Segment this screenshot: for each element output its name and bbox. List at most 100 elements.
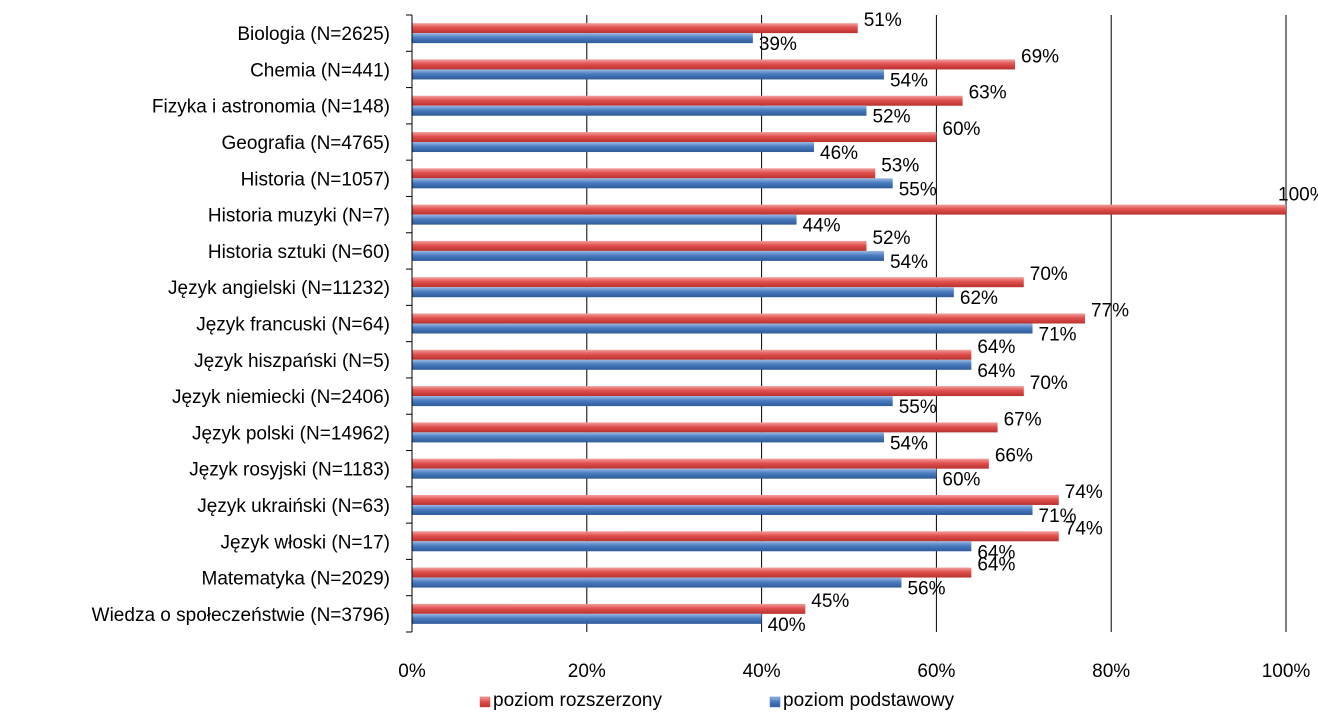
data-label: 67% <box>1004 409 1042 430</box>
bar-rozszerzony <box>412 168 876 179</box>
category-label: Język rosyjski (N=1183) <box>189 460 390 481</box>
x-tick-label: 100% <box>1262 661 1311 682</box>
category-label: Biologia (N=2625) <box>237 24 390 45</box>
legend-label: poziom podstawowy <box>783 690 955 711</box>
data-label: 64% <box>977 361 1015 382</box>
bar-rozszerzony <box>412 132 937 143</box>
data-label: 100% <box>1278 185 1318 206</box>
data-label: 56% <box>907 579 945 600</box>
data-label: 52% <box>872 228 910 249</box>
bar-rozszerzony <box>412 531 1059 542</box>
x-tick-label: 0% <box>398 661 426 682</box>
category-label: Historia sztuki (N=60) <box>208 242 390 263</box>
bar-podstawowy <box>412 432 884 443</box>
data-label: 60% <box>942 119 980 140</box>
category-label: Język ukraiński (N=63) <box>197 496 390 517</box>
bar-rozszerzony <box>412 240 867 251</box>
data-label: 46% <box>820 143 858 164</box>
legend-label: poziom rozszerzony <box>493 690 662 711</box>
data-label: 69% <box>1021 46 1059 67</box>
bars <box>412 23 1286 624</box>
bar-rozszerzony <box>412 567 972 578</box>
data-label: 54% <box>890 433 928 454</box>
data-label: 39% <box>759 34 797 55</box>
data-label: 54% <box>890 252 928 273</box>
bar-podstawowy <box>412 359 972 370</box>
category-label: Język niemiecki (N=2406) <box>172 387 390 408</box>
bar-podstawowy <box>412 396 893 407</box>
legend-swatch <box>769 696 781 708</box>
bar-rozszerzony <box>412 458 989 469</box>
data-label: 55% <box>899 179 937 200</box>
bar-rozszerzony <box>412 277 1024 288</box>
axes: 0% 20% 40% 60% 80% 100% <box>398 14 1311 682</box>
data-label: 62% <box>960 288 998 309</box>
data-label: 63% <box>969 83 1007 104</box>
category-label: Język francuski (N=64) <box>196 315 390 336</box>
data-label: 74% <box>1065 482 1103 503</box>
category-label: Matematyka (N=2029) <box>202 569 391 590</box>
bar-rozszerzony <box>412 349 972 360</box>
data-label: 51% <box>864 10 902 31</box>
legend-swatch <box>479 696 491 708</box>
bar-podstawowy <box>412 323 1033 334</box>
bar-podstawowy <box>412 250 884 261</box>
data-label: 40% <box>768 615 806 636</box>
category-label: Chemia (N=441) <box>250 60 390 81</box>
data-label: 70% <box>1030 373 1068 394</box>
data-label: 71% <box>1039 506 1077 527</box>
bar-podstawowy <box>412 287 954 298</box>
bar-podstawowy <box>412 214 797 225</box>
data-label: 66% <box>995 446 1033 467</box>
category-label: Historia (N=1057) <box>241 169 390 190</box>
bar-podstawowy <box>412 577 902 588</box>
data-label: 77% <box>1091 301 1129 322</box>
labels: Biologia (N=2625) 51% 39% Chemia (N=441) 69%… <box>92 10 1318 636</box>
bar-podstawowy <box>412 613 762 624</box>
category-label: Język angielski (N=11232) <box>168 278 390 299</box>
bar-podstawowy <box>412 178 893 189</box>
category-label: Historia muzyki (N=7) <box>208 206 390 227</box>
bar-rozszerzony <box>412 422 998 433</box>
x-tick-label: 80% <box>1092 661 1130 682</box>
bar-rozszerzony <box>412 23 858 34</box>
bar-rozszerzony <box>412 386 1024 397</box>
data-label: 45% <box>811 591 849 612</box>
bar-rozszerzony <box>412 59 1016 70</box>
data-label: 70% <box>1030 264 1068 285</box>
category-label: Wiedza o społeczeństwie (N=3796) <box>92 605 390 626</box>
bar-podstawowy <box>412 142 815 153</box>
bar-rozszerzony <box>412 95 963 106</box>
x-tick-label: 60% <box>917 661 955 682</box>
bar-podstawowy <box>412 105 867 116</box>
data-label: 55% <box>899 397 937 418</box>
data-label: 52% <box>872 107 910 128</box>
x-tick-label: 40% <box>743 661 781 682</box>
x-tick-label: 20% <box>568 661 606 682</box>
data-label: 44% <box>803 216 841 237</box>
bar-rozszerzony <box>412 204 1286 215</box>
bar-rozszerzony <box>412 313 1085 324</box>
data-label: 53% <box>881 155 919 176</box>
data-label: 54% <box>890 70 928 91</box>
data-label: 64% <box>977 542 1015 563</box>
bar-podstawowy <box>412 69 884 80</box>
bar-podstawowy <box>412 541 972 552</box>
data-label: 60% <box>942 470 980 491</box>
category-label: Język włoski (N=17) <box>221 532 390 553</box>
legend: poziom rozszerzony poziom podstawowy <box>479 690 955 711</box>
bar-podstawowy <box>412 468 937 479</box>
data-label: 64% <box>977 337 1015 358</box>
data-label: 71% <box>1039 325 1077 346</box>
category-label: Geografia (N=4765) <box>222 133 390 154</box>
category-label: Fizyka i astronomia (N=148) <box>152 97 390 118</box>
bar-rozszerzony <box>412 603 806 614</box>
bar-podstawowy <box>412 33 753 44</box>
bar-rozszerzony <box>412 494 1059 505</box>
data-label: 64% <box>977 555 1015 576</box>
category-label: Język hiszpański (N=5) <box>194 351 390 372</box>
data-label: 74% <box>1065 518 1103 539</box>
category-label: Język polski (N=14962) <box>192 423 390 444</box>
bar-podstawowy <box>412 504 1033 515</box>
